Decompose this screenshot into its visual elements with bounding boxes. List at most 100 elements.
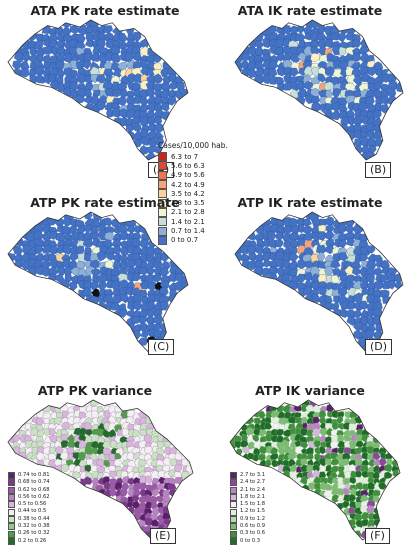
municipality [239, 245, 250, 254]
panel-d: ATP IK rate estimate (D) [205, 192, 410, 367]
municipality [323, 490, 332, 498]
municipality [137, 337, 148, 346]
legend-label: 0.5 to 0.56 [18, 501, 47, 508]
municipality [62, 244, 72, 255]
municipality [303, 45, 313, 56]
legend-entry: 2.1 to 2.8 [158, 207, 228, 217]
legend-swatch [158, 235, 167, 245]
municipality [342, 422, 351, 431]
municipality [160, 102, 170, 112]
municipality [352, 292, 364, 303]
legend-label: 4.9 to 5.6 [171, 171, 205, 180]
municipality [133, 95, 143, 104]
municipality [384, 463, 393, 473]
municipality [83, 476, 92, 485]
municipality [174, 476, 184, 485]
municipality [373, 81, 383, 91]
legend-label: 1.4 to 2.1 [171, 217, 205, 226]
belgium-map [7, 19, 189, 161]
panel-tag: (C) [148, 339, 175, 355]
legend-entry: 6.3 to 7 [158, 152, 228, 162]
municipality [103, 410, 111, 419]
municipality [310, 53, 321, 62]
legend-entry: 0.26 to 0.32 [8, 530, 50, 538]
municipality [12, 60, 23, 70]
municipality [126, 409, 135, 418]
municipality [37, 459, 45, 469]
legend-entry: 0.44 to 0.5 [8, 508, 50, 516]
municipality [133, 121, 142, 133]
legend-label: 5.6 to 6.3 [171, 161, 205, 170]
legend-swatch [230, 537, 237, 545]
municipality [49, 245, 59, 255]
belgium-map [234, 19, 404, 161]
municipality [275, 231, 284, 241]
municipality [140, 238, 150, 249]
municipality [24, 422, 32, 430]
legend-entry: 0.68 to 0.74 [8, 479, 50, 487]
legend-entry: 4.2 to 4.9 [158, 180, 228, 190]
municipality [113, 458, 123, 468]
municipality [21, 52, 31, 63]
municipality [120, 409, 129, 419]
municipality [118, 308, 129, 318]
municipality [111, 53, 121, 63]
legend-label: 1.8 to 2.1 [240, 493, 266, 500]
municipality [261, 73, 272, 85]
country-outline [7, 211, 189, 353]
municipality [41, 46, 54, 55]
legend-swatch [8, 494, 15, 502]
legend-label: 0.62 to 0.68 [18, 486, 50, 493]
municipality [310, 46, 320, 55]
panel-title: ATP PK rate estimate [30, 195, 180, 210]
legend-entry: 1.2 to 1.5 [230, 508, 265, 516]
municipality [34, 245, 45, 255]
municipality [70, 267, 81, 277]
panel-title: ATA PK rate estimate [30, 3, 180, 18]
legend-entry: 0.74 to 0.81 [8, 472, 50, 480]
panel-title: ATP PK variance [37, 383, 153, 398]
legend-label: 0.56 to 0.62 [18, 493, 50, 500]
panel-a: ATA PK rate estimate (A) [0, 0, 205, 185]
legend-swatch [8, 472, 15, 480]
municipality [84, 428, 94, 437]
municipality [296, 96, 306, 106]
municipality [110, 439, 119, 448]
municipality [90, 52, 101, 62]
municipality [351, 52, 362, 62]
belgium-map [7, 399, 194, 541]
municipality [338, 252, 349, 262]
municipality [297, 273, 306, 283]
municipality [112, 89, 122, 98]
municipality [61, 463, 70, 473]
municipality [83, 224, 93, 233]
municipality [159, 286, 169, 297]
municipality [247, 67, 257, 78]
legend-swatch [8, 530, 15, 538]
legend-entry: 0 to 0.7 [158, 235, 228, 245]
panel-e: ATP PK variance 0.74 to 0.81 0.68 to 0.74… [0, 378, 205, 550]
municipality [330, 110, 340, 121]
legend-entry: 2.1 to 2.4 [230, 487, 265, 494]
municipality [82, 60, 92, 70]
legend-swatch [8, 515, 15, 523]
municipality [271, 459, 279, 468]
municipality [313, 440, 321, 448]
municipality [78, 451, 86, 461]
municipality [331, 421, 340, 431]
municipality [167, 294, 178, 305]
ik-variance-legend: 2.7 to 3.1 2.4 to 2.7 2.1 to 2.4 1.8 to 2.1… [230, 472, 265, 545]
municipality [139, 145, 150, 155]
belgium-map [234, 211, 404, 353]
legend-label: 4.2 to 4.9 [171, 180, 205, 189]
legend-entry: 2.8 to 3.5 [158, 198, 228, 208]
municipality [56, 53, 65, 62]
municipality [69, 281, 78, 291]
legend-label: 0.9 to 1.2 [240, 515, 266, 522]
municipality [152, 314, 164, 325]
municipality [145, 152, 157, 160]
legend-entry: 2.4 to 2.7 [230, 479, 265, 487]
country-outline [229, 399, 401, 541]
municipality [355, 482, 364, 491]
municipality [342, 477, 351, 485]
